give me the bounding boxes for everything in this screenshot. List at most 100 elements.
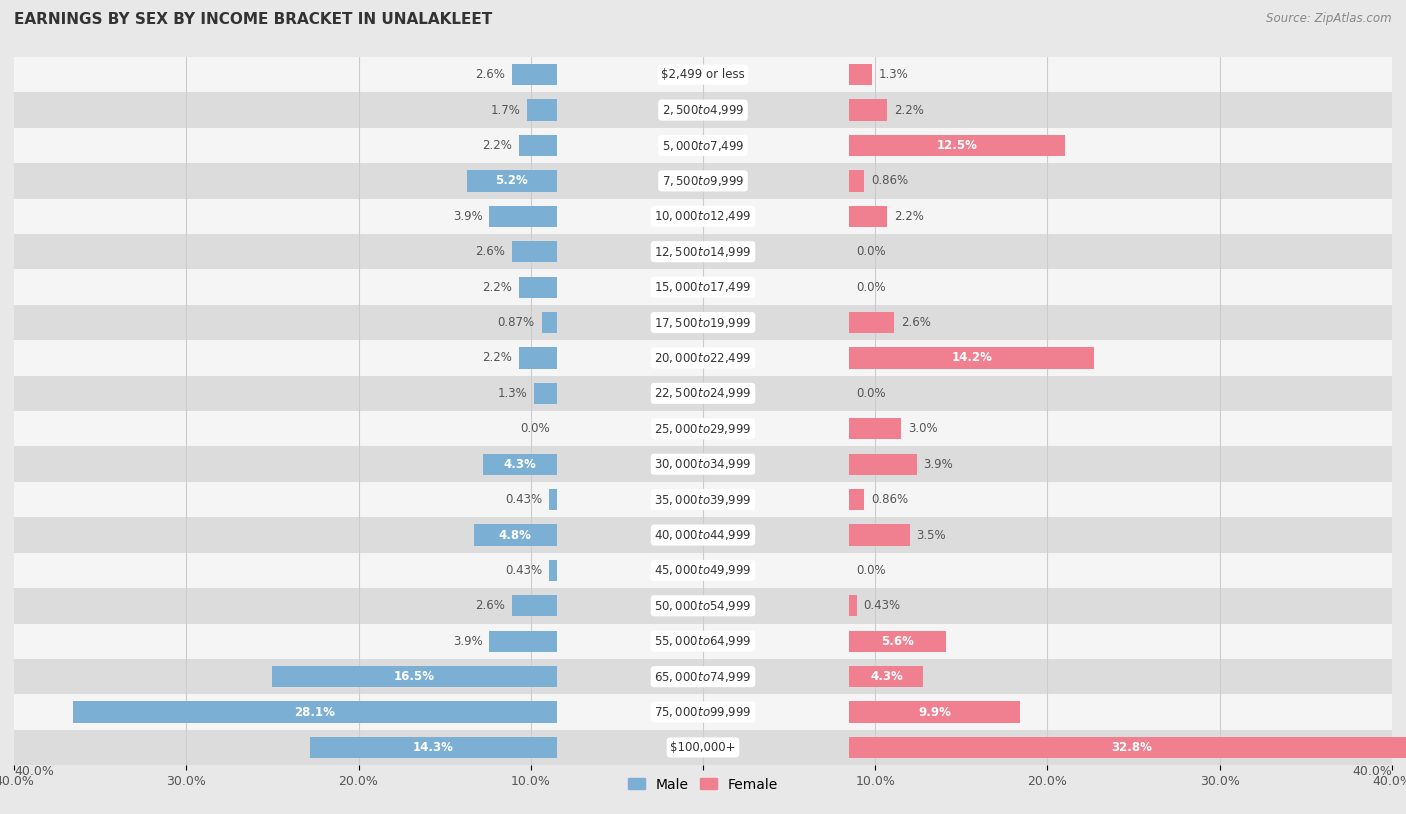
Text: $12,500 to $14,999: $12,500 to $14,999 xyxy=(654,245,752,259)
Text: $5,000 to $7,499: $5,000 to $7,499 xyxy=(662,138,744,152)
Text: 0.0%: 0.0% xyxy=(856,387,886,400)
Text: $75,000 to $99,999: $75,000 to $99,999 xyxy=(654,705,752,719)
Text: 1.3%: 1.3% xyxy=(879,68,908,81)
Text: 3.5%: 3.5% xyxy=(917,528,946,541)
Text: 1.3%: 1.3% xyxy=(498,387,527,400)
Bar xyxy=(489,206,557,227)
Text: 9.9%: 9.9% xyxy=(918,706,950,719)
Bar xyxy=(519,348,557,369)
Bar xyxy=(14,624,1392,659)
Bar xyxy=(489,631,557,652)
Text: 4.3%: 4.3% xyxy=(870,670,903,683)
Text: 2.2%: 2.2% xyxy=(894,103,924,116)
Text: 14.2%: 14.2% xyxy=(952,352,993,365)
Text: $2,500 to $4,999: $2,500 to $4,999 xyxy=(662,103,744,117)
Bar xyxy=(849,135,1064,156)
Bar xyxy=(14,694,1392,730)
Bar xyxy=(482,453,557,475)
Bar xyxy=(849,64,872,85)
Bar xyxy=(73,702,557,723)
Legend: Male, Female: Male, Female xyxy=(623,772,783,797)
Text: EARNINGS BY SEX BY INCOME BRACKET IN UNALAKLEET: EARNINGS BY SEX BY INCOME BRACKET IN UNA… xyxy=(14,12,492,27)
Text: 2.2%: 2.2% xyxy=(482,139,512,152)
Text: 4.3%: 4.3% xyxy=(503,457,536,470)
Text: $22,500 to $24,999: $22,500 to $24,999 xyxy=(654,387,752,400)
Bar xyxy=(849,666,924,687)
Bar xyxy=(849,312,894,333)
Text: 28.1%: 28.1% xyxy=(294,706,335,719)
Bar xyxy=(14,163,1392,199)
Bar xyxy=(512,241,557,262)
Bar xyxy=(849,489,865,510)
Text: 2.2%: 2.2% xyxy=(894,210,924,223)
Text: 0.0%: 0.0% xyxy=(856,564,886,577)
Text: 0.43%: 0.43% xyxy=(505,493,543,506)
Bar xyxy=(849,702,1019,723)
Bar xyxy=(14,375,1392,411)
Text: 3.9%: 3.9% xyxy=(924,457,953,470)
Bar xyxy=(519,277,557,298)
Bar xyxy=(519,135,557,156)
Bar xyxy=(849,524,910,545)
Bar xyxy=(849,99,887,120)
Bar xyxy=(273,666,557,687)
Text: $10,000 to $12,499: $10,000 to $12,499 xyxy=(654,209,752,223)
Text: 14.3%: 14.3% xyxy=(413,741,454,754)
Bar xyxy=(512,595,557,616)
Text: $17,500 to $19,999: $17,500 to $19,999 xyxy=(654,316,752,330)
Bar xyxy=(14,234,1392,269)
Bar xyxy=(311,737,557,758)
Text: $40,000 to $44,999: $40,000 to $44,999 xyxy=(654,528,752,542)
Text: 0.86%: 0.86% xyxy=(872,493,908,506)
Text: $7,500 to $9,999: $7,500 to $9,999 xyxy=(662,174,744,188)
Bar xyxy=(849,595,856,616)
Text: 2.2%: 2.2% xyxy=(482,352,512,365)
Bar xyxy=(534,383,557,404)
Text: 0.0%: 0.0% xyxy=(520,422,550,435)
Bar xyxy=(527,99,557,120)
Bar xyxy=(849,453,917,475)
Bar xyxy=(550,560,557,581)
Text: 0.87%: 0.87% xyxy=(498,316,534,329)
Text: 0.43%: 0.43% xyxy=(863,599,901,612)
Bar xyxy=(14,92,1392,128)
Bar xyxy=(14,482,1392,518)
Bar xyxy=(849,206,887,227)
Text: 16.5%: 16.5% xyxy=(394,670,434,683)
Text: $20,000 to $22,499: $20,000 to $22,499 xyxy=(654,351,752,365)
Bar xyxy=(512,64,557,85)
Text: 0.0%: 0.0% xyxy=(856,245,886,258)
Text: 4.8%: 4.8% xyxy=(499,528,531,541)
Text: 40.0%: 40.0% xyxy=(1353,765,1392,778)
Bar xyxy=(14,199,1392,234)
Bar xyxy=(14,518,1392,553)
Bar xyxy=(550,489,557,510)
Bar xyxy=(14,304,1392,340)
Text: 0.86%: 0.86% xyxy=(872,174,908,187)
Text: 0.0%: 0.0% xyxy=(856,281,886,294)
Text: 2.6%: 2.6% xyxy=(475,245,505,258)
Text: 3.0%: 3.0% xyxy=(908,422,938,435)
Text: $65,000 to $74,999: $65,000 to $74,999 xyxy=(654,670,752,684)
Bar xyxy=(849,418,901,440)
Text: $100,000+: $100,000+ xyxy=(671,741,735,754)
Bar xyxy=(849,631,946,652)
Text: 1.7%: 1.7% xyxy=(491,103,520,116)
Text: 32.8%: 32.8% xyxy=(1111,741,1153,754)
Text: 2.6%: 2.6% xyxy=(901,316,931,329)
Text: $50,000 to $54,999: $50,000 to $54,999 xyxy=(654,599,752,613)
Text: $30,000 to $34,999: $30,000 to $34,999 xyxy=(654,457,752,471)
Bar xyxy=(14,588,1392,624)
Text: $25,000 to $29,999: $25,000 to $29,999 xyxy=(654,422,752,435)
Text: 2.6%: 2.6% xyxy=(475,68,505,81)
Bar xyxy=(14,553,1392,588)
Text: $45,000 to $49,999: $45,000 to $49,999 xyxy=(654,563,752,577)
Bar xyxy=(849,170,865,191)
Text: $55,000 to $64,999: $55,000 to $64,999 xyxy=(654,634,752,648)
Text: 5.6%: 5.6% xyxy=(882,635,914,648)
Text: 3.9%: 3.9% xyxy=(453,210,482,223)
Text: 40.0%: 40.0% xyxy=(14,765,53,778)
Text: 0.43%: 0.43% xyxy=(505,564,543,577)
Text: 2.6%: 2.6% xyxy=(475,599,505,612)
Bar xyxy=(467,170,557,191)
